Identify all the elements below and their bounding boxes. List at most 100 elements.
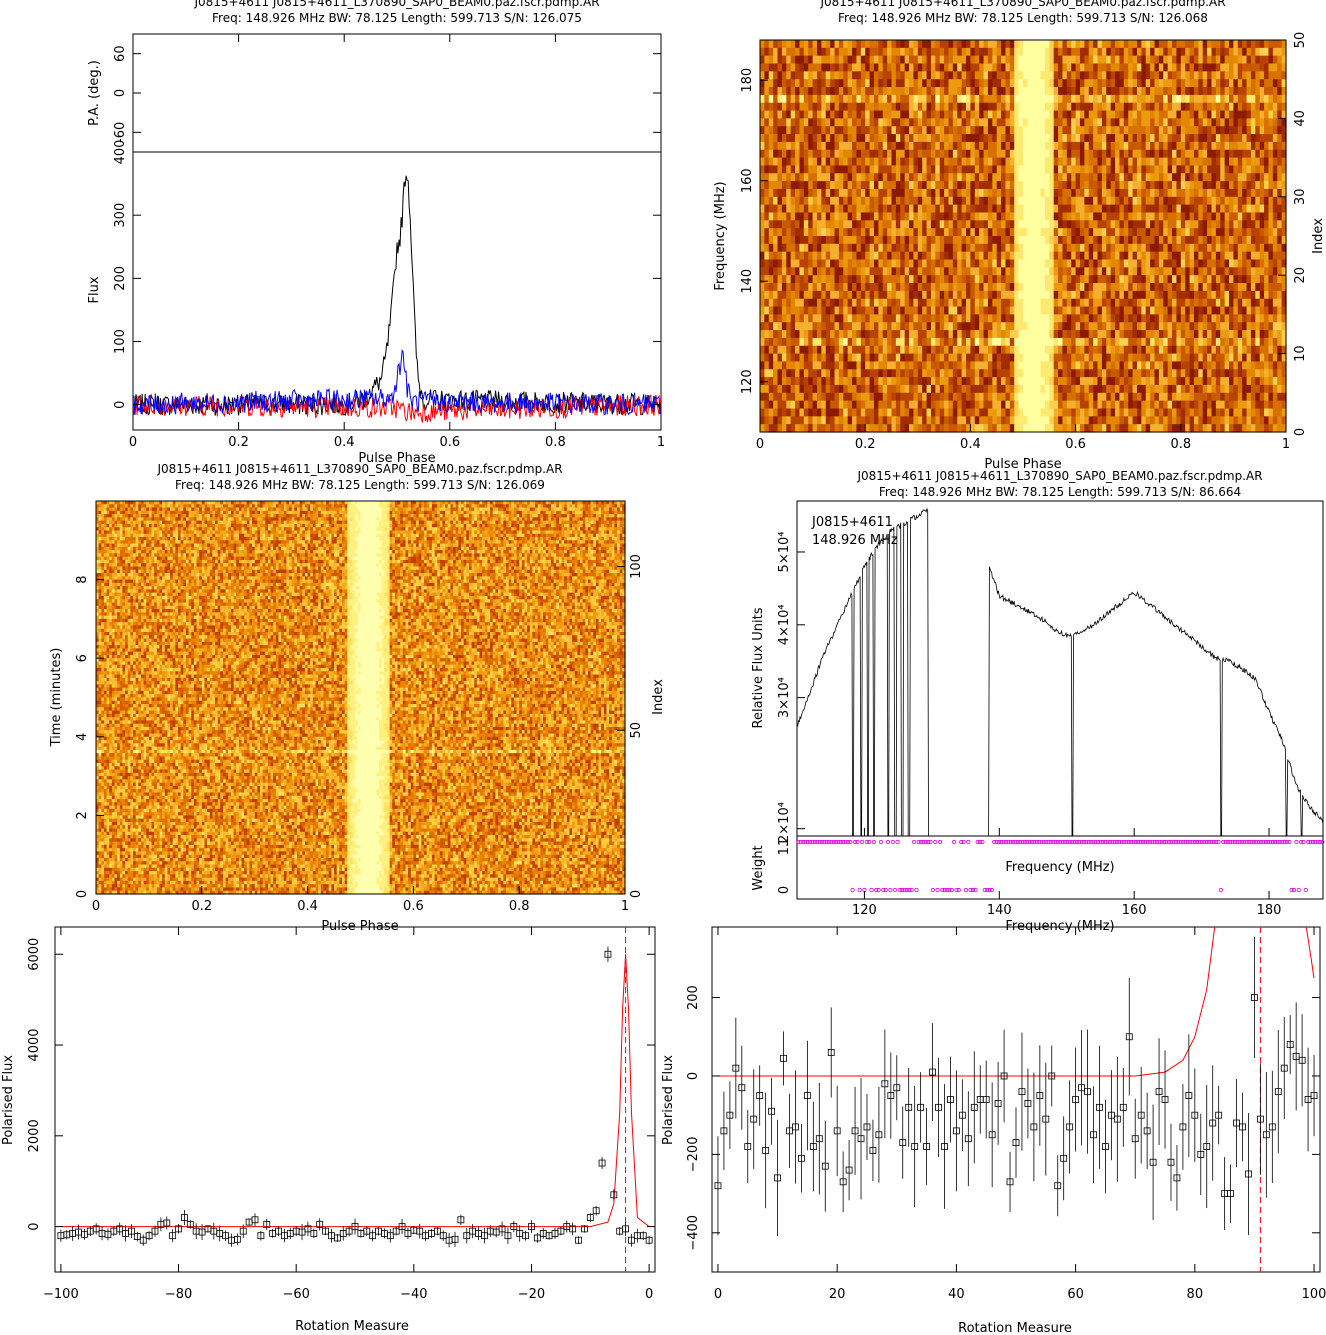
heatmap-cell [817,307,822,315]
heatmap-cell [1098,126,1103,134]
heatmap-cell [791,189,796,197]
heatmap-cell [900,330,905,338]
heatmap-cell [1084,330,1089,338]
heatmap-cell [874,150,879,158]
heatmap-cell [874,48,879,56]
heatmap-cell [1181,79,1186,87]
heatmap-cell [962,283,967,291]
heatmap-cell [1233,71,1238,79]
heatmap-cell [861,189,866,197]
heatmap-cell [1014,158,1019,166]
heatmap-cell [1150,283,1155,291]
freq-phase-title-1: J0815+4611 J0815+4611_L370890_SAP0_BEAM0… [819,0,1225,9]
heatmap-cell [1058,275,1063,283]
heatmap-cell [1054,299,1059,307]
heatmap-cell [1141,165,1146,173]
heatmap-cell [852,95,857,103]
heatmap-cell [1076,173,1081,181]
heatmap-cell [1062,181,1067,189]
heatmap-cell [1005,103,1010,111]
heatmap-cell [1211,205,1216,213]
heatmap-cell [1203,244,1208,252]
heatmap-cell [905,87,910,95]
heatmap-cell [1027,307,1032,315]
heatmap-cell [804,56,809,64]
heatmap-cell [957,205,962,213]
heatmap-cell [1023,181,1028,189]
heatmap-cell [1159,267,1164,275]
heatmap-cell [1062,244,1067,252]
heatmap-cell [1268,236,1273,244]
heatmap-cell [1198,103,1203,111]
heatmap-cell [1036,236,1041,244]
heatmap-cell [896,126,901,134]
heatmap-cell [870,307,875,315]
heatmap-cell [922,158,927,166]
heatmap-cell [874,330,879,338]
heatmap-cell [975,150,980,158]
heatmap-cell [791,142,796,150]
heatmap-cell [1102,314,1107,322]
heatmap-cell [870,354,875,362]
heatmap-cell [1062,236,1067,244]
heatmap-cell [791,48,796,56]
heatmap-cell [1041,307,1046,315]
heatmap-cell [1268,267,1273,275]
heatmap-cell [835,150,840,158]
heatmap-cell [1093,275,1098,283]
heatmap-cell [1010,307,1015,315]
profile-xtick-label-5: 1 [657,435,665,450]
heatmap-cell [1181,338,1186,346]
heatmap-cell [953,205,958,213]
heatmap-cell [918,189,923,197]
heatmap-cell [830,142,835,150]
heatmap-cell [1115,346,1120,354]
heatmap-cell [1176,291,1181,299]
heatmap-cell [948,165,953,173]
heatmap-cell [970,275,975,283]
heatmap-cell [878,322,883,330]
heatmap-cell [883,260,888,268]
heatmap-cell [1089,95,1094,103]
heatmap-cell [1089,158,1094,166]
heatmap-cell [1155,354,1160,362]
heatmap-cell [1084,111,1089,119]
heatmap-cell [940,95,945,103]
heatmap-cell [975,330,980,338]
heatmap-cell [1062,307,1067,315]
heatmap-cell [940,252,945,260]
heatmap-cell [874,212,879,220]
heatmap-cell [1049,197,1054,205]
heatmap-cell [1124,71,1129,79]
heatmap-cell [1229,56,1234,64]
heatmap-cell [913,118,918,126]
heatmap-cell [1001,150,1006,158]
heatmap-cell [1181,111,1186,119]
heatmap-cell [1133,283,1138,291]
heatmap-cell [948,260,953,268]
heatmap-cell [1111,173,1116,181]
heatmap-cell [1194,40,1199,48]
heatmap-cell [1260,220,1265,228]
heatmap-cell [786,299,791,307]
heatmap-cell [839,346,844,354]
heatmap-cell [1229,212,1234,220]
heatmap-cell [918,150,923,158]
heatmap-cell [948,346,953,354]
heatmap-cell [1080,252,1085,260]
heatmap-cell [1054,79,1059,87]
heatmap-cell [1137,64,1142,72]
heatmap-cell [1084,212,1089,220]
heatmap-cell [927,275,932,283]
heatmap-cell [1247,220,1252,228]
heatmap-cell [1176,40,1181,48]
heatmap-cell [1067,260,1072,268]
heatmap-cell [1251,189,1256,197]
heatmap-cell [1128,244,1133,252]
heatmap-cell [1049,158,1054,166]
heatmap-cell [1264,252,1269,260]
heatmap-cell [1098,48,1103,56]
heatmap-cell [861,87,866,95]
heatmap-cell [953,252,958,260]
heatmap-cell [1264,126,1269,134]
